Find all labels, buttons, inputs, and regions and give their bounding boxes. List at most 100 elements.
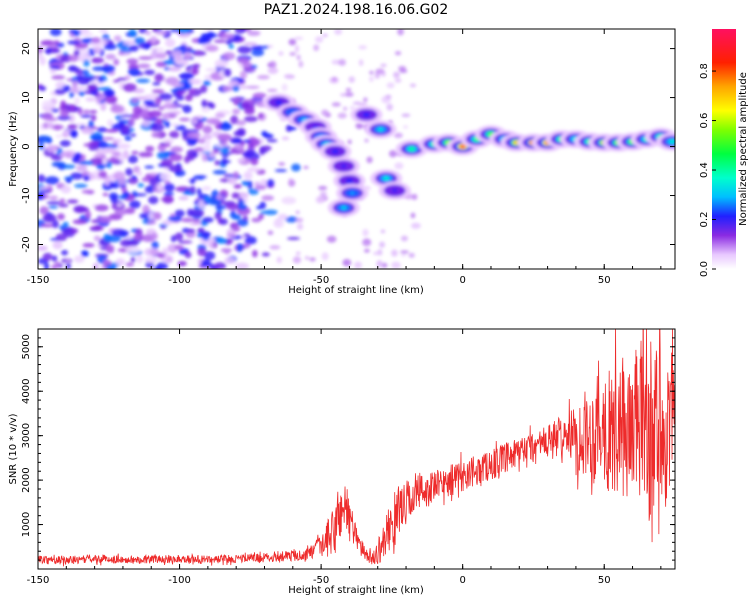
noise-blob [222,52,236,61]
noise-blob [217,133,232,142]
noise-blob [251,48,265,57]
noise-blob [49,29,62,37]
noise-blob [59,139,71,147]
haze-blob [288,178,293,184]
haze-blob [399,69,408,74]
noise-blob [238,85,249,89]
noise-blob [118,153,125,163]
y-tick-label: 20 [21,42,32,55]
noise-blob [246,85,260,89]
x-tick-label: 50 [598,275,611,286]
x-tick-label: -150 [27,575,50,586]
noise-blob [69,88,79,92]
noise-blob [82,242,95,248]
noise-blob [46,145,58,153]
noise-blob [142,204,150,214]
noise-blob [202,125,213,134]
noise-blob [71,129,78,139]
noise-blob [157,93,173,101]
noise-blob [239,70,248,80]
noise-blob [72,219,88,225]
noise-blob [274,168,288,173]
noise-blob [207,198,222,206]
noise-blob [124,207,136,214]
noise-blob [128,117,135,126]
noise-blob [91,134,104,142]
noise-blob [113,79,120,83]
noise-blob [104,129,120,133]
noise-blob [285,216,299,223]
noise-blob [258,112,264,119]
noise-blob [118,51,125,56]
noise-blob [175,60,190,66]
noise-blob [144,257,158,264]
noise-blob [82,69,90,76]
noise-blob [180,44,187,50]
noise-blob [258,213,264,220]
noise-blob [89,110,98,114]
colorbar-tick-label: 0.0 [699,261,710,277]
heatmap-x-axis: -150 -100 -50 0 50 [27,29,662,286]
noise-blob [128,44,139,52]
noise-blob [163,183,175,192]
noise-blob [86,84,98,91]
noise-blob [90,89,99,96]
haze-blob [369,75,374,83]
y-tick-label: 5000 [21,334,32,359]
noise-blob [91,57,105,64]
haze-blob [315,196,325,204]
noise-blob [237,45,252,54]
noise-blob [39,206,49,215]
noise-blob [75,122,88,126]
noise-blob [54,88,66,95]
noise-blob [229,79,239,88]
haze-blob [362,238,372,247]
noise-blob [105,244,115,254]
haze-blob [363,97,368,103]
noise-blob [186,49,196,53]
noise-blob [269,60,277,69]
noise-blob [116,202,123,207]
noise-blob [93,154,102,158]
noise-blob [257,75,270,80]
noise-blob [91,37,101,44]
haze-blob [411,193,418,201]
y-tick-label: 2000 [21,467,32,492]
noise-blob [189,185,196,195]
noise-blob [121,114,133,118]
noise-blob [127,155,139,164]
noise-blob [130,97,139,104]
noise-blob [220,248,233,253]
haze-blob [303,165,309,170]
noise-blob [144,69,155,76]
noise-blob [38,174,46,183]
haze-blob [376,259,383,268]
haze-blob [278,213,288,220]
noise-blob [155,52,167,59]
noise-blob [68,114,76,123]
haze-blob [318,185,328,191]
haze-blob [347,139,352,145]
x-tick-label: -50 [313,575,329,586]
noise-blob [113,35,122,42]
noise-blob [291,163,301,172]
noise-blob [242,152,249,157]
noise-blob [102,192,109,197]
noise-blob [136,78,150,84]
x-tick-label: 50 [598,575,611,586]
noise-blob [236,243,243,253]
noise-blob [252,92,267,99]
noise-blob [88,144,100,151]
haze-blob [298,60,304,68]
noise-blob [177,260,187,267]
noise-blob [114,208,127,216]
haze-blob [380,229,386,234]
noise-blob [201,106,210,113]
noise-blob [99,93,106,100]
noise-blob [108,192,119,200]
haze-blob [338,59,346,66]
haze-blob [363,248,370,253]
noise-blob [93,235,101,242]
noise-blob [59,152,67,158]
noise-blob [273,219,285,229]
